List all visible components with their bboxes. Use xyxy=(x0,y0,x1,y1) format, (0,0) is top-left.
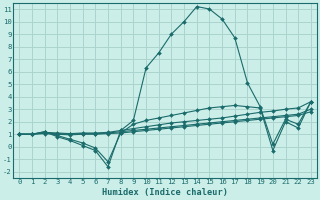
X-axis label: Humidex (Indice chaleur): Humidex (Indice chaleur) xyxy=(102,188,228,197)
